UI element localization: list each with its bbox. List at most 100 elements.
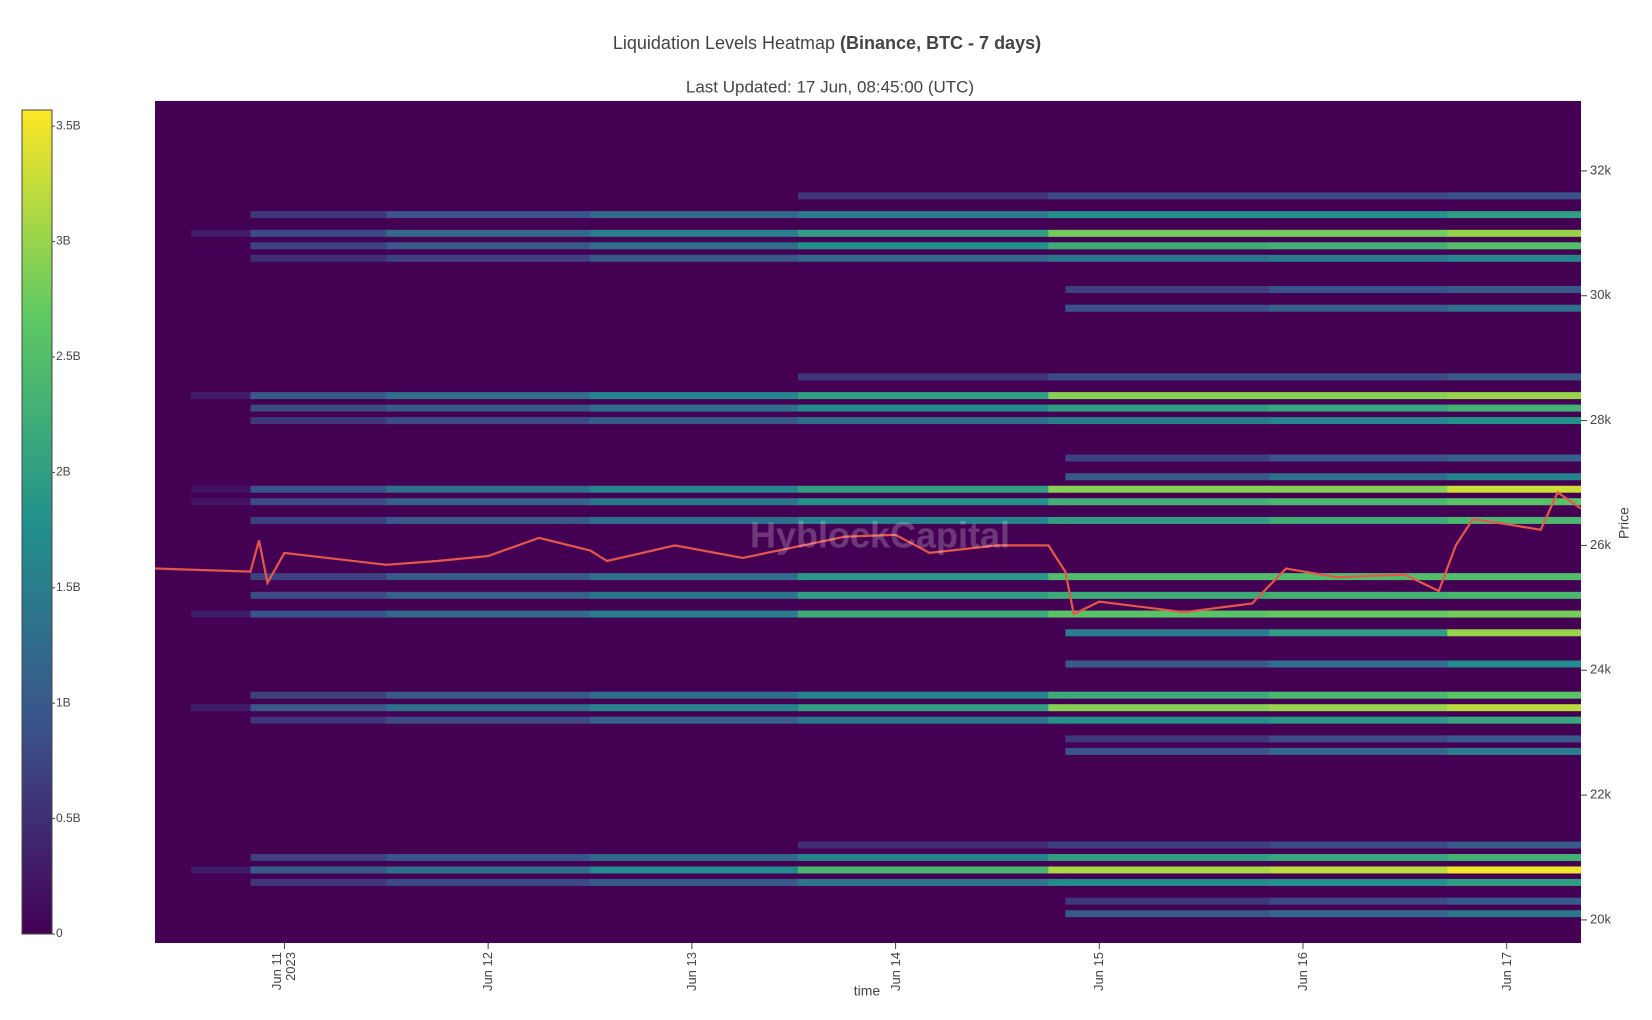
heat-cell: [1065, 660, 1270, 668]
heat-cell: [797, 373, 1049, 381]
heat-cell: [1065, 285, 1270, 293]
heat-cell: [1269, 454, 1448, 462]
heat-cell: [386, 853, 591, 861]
heat-cell: [386, 573, 591, 581]
heat-cell: [590, 516, 799, 524]
heat-cell: [386, 392, 591, 400]
heat-cell: [1065, 735, 1270, 743]
heat-cell: [1269, 404, 1448, 412]
heat-cell: [797, 841, 1049, 849]
heat-cell: [1065, 454, 1270, 462]
colorbar-tick-label: 0: [56, 926, 63, 940]
heat-cell: [1065, 404, 1270, 412]
heat-cell: [1065, 516, 1270, 524]
heat-cell: [590, 417, 799, 425]
heat-cell: [1048, 878, 1066, 886]
heat-cell: [191, 516, 251, 524]
heat-cell: [1048, 866, 1066, 874]
heat-cell: [590, 573, 799, 581]
heat-cell: [191, 417, 251, 425]
heat-cell: [250, 211, 387, 219]
heat-cell: [590, 211, 799, 219]
heat-cell: [1269, 516, 1448, 524]
heat-cell: [191, 242, 251, 250]
heat-cell: [191, 404, 251, 412]
heat-cell: [1048, 373, 1066, 381]
heat-cell: [191, 211, 251, 219]
heat-cell: [797, 404, 1049, 412]
heat-cell: [1447, 747, 1581, 755]
heat-cell: [1269, 211, 1448, 219]
heat-cell: [1048, 254, 1066, 262]
heat-cell: [1065, 591, 1270, 599]
heat-cell: [1269, 242, 1448, 250]
heat-cell: [1447, 454, 1581, 462]
heat-cell: [1447, 417, 1581, 425]
heat-cell: [191, 704, 251, 712]
heat-cell: [250, 417, 387, 425]
heat-cell: [1269, 304, 1448, 312]
heat-cell: [386, 704, 591, 712]
heat-cell: [1447, 878, 1581, 886]
heat-cell: [386, 610, 591, 618]
heat-cell: [1065, 878, 1270, 886]
x-tick-label: Jun 14: [887, 952, 903, 992]
heat-cell: [1447, 242, 1581, 250]
heat-cell: [191, 691, 251, 699]
colorbar: [21, 109, 53, 935]
heat-cell: [797, 254, 1049, 262]
heat-cell: [590, 866, 799, 874]
heat-cell: [1065, 485, 1270, 493]
heat-cell: [191, 498, 251, 506]
heat-cell: [1447, 591, 1581, 599]
x-axis-label: time: [854, 983, 881, 999]
heat-cell: [250, 716, 387, 724]
chart-title: Liquidation Levels Heatmap (Binance, BTC…: [613, 33, 1041, 53]
heat-cell: [1447, 660, 1581, 668]
heat-cell: [191, 610, 251, 618]
heat-cell: [250, 229, 387, 237]
watermark: HyblockCapital: [750, 515, 1010, 556]
heat-cell: [590, 704, 799, 712]
x-tick-label: Jun 11 2023: [269, 952, 299, 991]
heat-cell: [1447, 229, 1581, 237]
y-tick-label: 30k: [1590, 287, 1611, 302]
heat-cell: [797, 591, 1049, 599]
heat-cell: [1065, 897, 1270, 905]
heat-cell: [797, 498, 1049, 506]
heat-cell: [250, 516, 387, 524]
heat-cell: [1447, 629, 1581, 637]
heat-cell: [386, 417, 591, 425]
heat-cell: [590, 229, 799, 237]
heat-cell: [590, 591, 799, 599]
heat-cell: [1048, 610, 1066, 618]
heat-cell: [797, 716, 1049, 724]
heat-cell: [1065, 841, 1270, 849]
heat-cell: [1048, 841, 1066, 849]
heat-cell: [1269, 591, 1448, 599]
heat-cell: [1447, 704, 1581, 712]
heat-cell: [1447, 304, 1581, 312]
heat-cell: [1447, 485, 1581, 493]
heat-cell: [1065, 392, 1270, 400]
heat-cell: [1447, 897, 1581, 905]
heat-cell: [797, 866, 1049, 874]
heat-cell: [1447, 910, 1581, 918]
heat-cell: [1447, 516, 1581, 524]
heat-cell: [191, 716, 251, 724]
heat-cell: [1269, 704, 1448, 712]
y-tick-label: 26k: [1590, 537, 1611, 552]
heat-cell: [1065, 853, 1270, 861]
heat-cell: [250, 878, 387, 886]
heat-cell: [590, 485, 799, 493]
heat-cell: [1447, 254, 1581, 262]
heat-cell: [1048, 417, 1066, 425]
heat-cell: [250, 853, 387, 861]
heat-cell: [1269, 485, 1448, 493]
heat-cell: [1269, 878, 1448, 886]
heat-cell: [590, 242, 799, 250]
heat-cell: [797, 242, 1049, 250]
colorbar-tick-label: 0.5B: [56, 811, 81, 825]
heat-cell: [1065, 691, 1270, 699]
